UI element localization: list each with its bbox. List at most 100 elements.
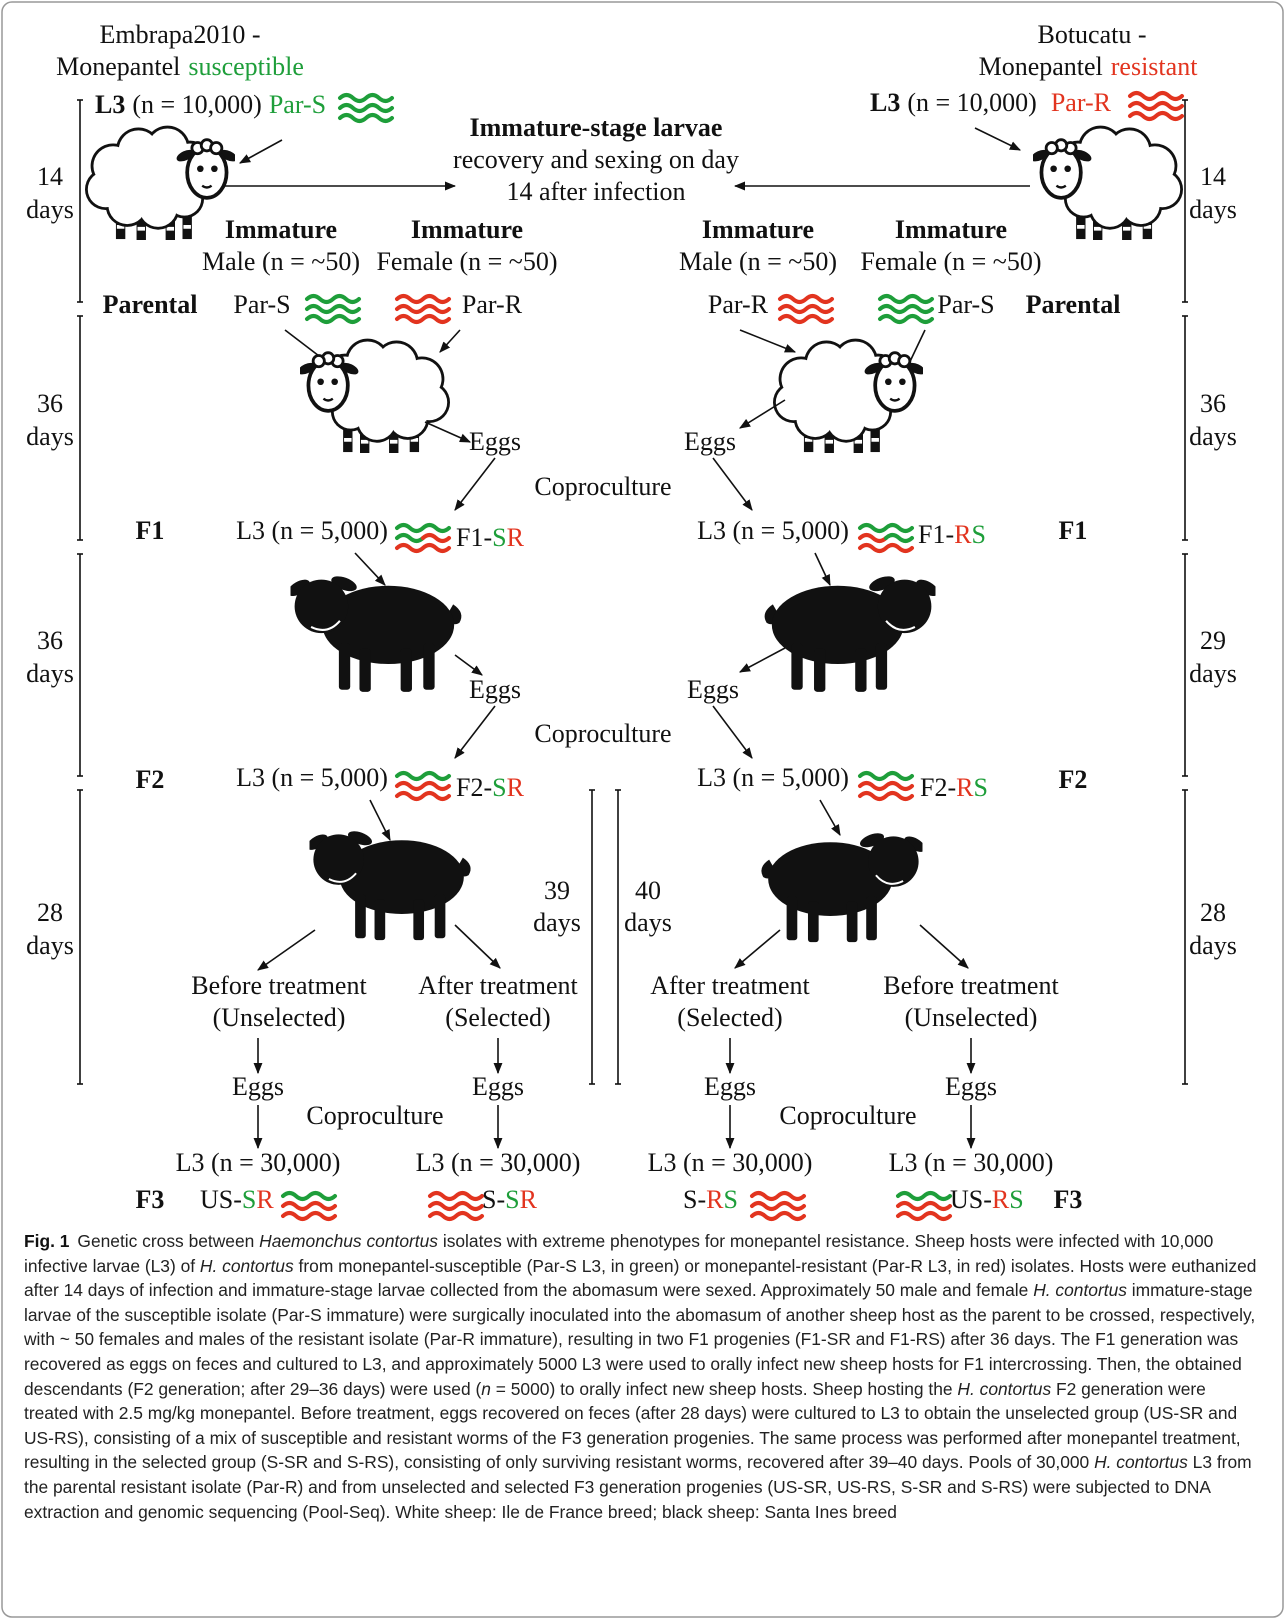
worm <box>886 535 912 541</box>
worm <box>898 1193 950 1199</box>
inoculum-label-part: (n = 10,000) <box>907 88 1036 117</box>
figure: Embrapa2010 -MonepantelsusceptibleBotuca… <box>0 0 1285 1619</box>
header-line-part: Monepantel <box>56 52 180 81</box>
worm <box>423 535 449 541</box>
caption-text: H. contortus <box>200 1256 294 1276</box>
worm-icon <box>397 773 449 799</box>
caption-label: Fig. 1 <box>24 1231 69 1251</box>
strain-label: S-SR <box>482 1185 538 1214</box>
worm <box>780 296 832 302</box>
black-sheep <box>304 828 470 940</box>
worm <box>1130 113 1182 119</box>
arrow <box>455 458 495 510</box>
inoculum-label: L3(n = 10,000)Par-R <box>870 88 1112 117</box>
timeline-number: 40 <box>635 876 661 905</box>
immature-label: Male (n = ~50) <box>202 247 360 276</box>
worm <box>283 1203 335 1209</box>
strain-label-part: S <box>974 773 988 802</box>
caption-text: Genetic cross between <box>77 1231 259 1251</box>
l3-label: L3 (n = 30,000) <box>889 1148 1054 1177</box>
caption-text: = 5000) to orally infect new sheep hosts… <box>491 1379 957 1399</box>
timeline-unit: days <box>26 931 74 960</box>
worm <box>397 783 449 789</box>
worm-icon <box>397 296 449 322</box>
worm <box>283 1193 335 1199</box>
strain-label-part: S- <box>482 1185 505 1214</box>
arrow <box>820 800 840 835</box>
worm <box>430 1193 482 1199</box>
arrow <box>815 553 830 585</box>
arrow <box>440 330 460 352</box>
caption-text: H. contortus <box>1094 1452 1188 1472</box>
coproculture-label: Coproculture <box>534 472 671 501</box>
immature-heading: Immature <box>895 215 1007 244</box>
isolate-label: Par-R <box>462 290 523 319</box>
worm <box>898 1203 950 1209</box>
timeline-number: 29 <box>1200 626 1226 655</box>
worm <box>860 535 886 541</box>
treatment-label: After treatment <box>418 971 578 1000</box>
worm-icon <box>430 1193 482 1219</box>
worm <box>397 545 449 551</box>
strain-label-part: R <box>954 520 972 549</box>
worm <box>880 296 932 302</box>
eggs-label: Eggs <box>704 1072 756 1101</box>
worm-icon <box>283 1193 335 1219</box>
arrow <box>425 422 470 442</box>
worm <box>283 1213 335 1219</box>
worm <box>898 1213 950 1219</box>
header-line: Embrapa2010 - <box>99 20 260 49</box>
worm <box>1130 93 1182 99</box>
worm <box>860 783 912 789</box>
worm-icon <box>340 95 392 121</box>
parental-label: Parental <box>103 290 198 319</box>
worm <box>340 95 392 101</box>
arrow <box>713 458 752 510</box>
arrow <box>455 706 495 758</box>
arrow <box>355 553 385 585</box>
white-sheep <box>85 126 239 240</box>
eggs-label: Eggs <box>945 1072 997 1101</box>
header-line-part: susceptible <box>188 52 304 81</box>
strain-label-part: R <box>507 773 525 802</box>
arrow <box>975 128 1020 150</box>
immature-label: Male (n = ~50) <box>679 247 837 276</box>
center-note: 14 after infection <box>506 177 685 206</box>
immature-label: Female (n = ~50) <box>860 247 1041 276</box>
strain-label-part: R <box>956 773 974 802</box>
header-line-part: resistant <box>1111 52 1198 81</box>
worm <box>752 1193 804 1199</box>
immature-label: Female (n = ~50) <box>376 247 557 276</box>
worm-icon <box>397 525 449 551</box>
timeline-number: 39 <box>544 876 570 905</box>
worm <box>340 115 392 121</box>
body: Embrapa2010 -MonepantelsusceptibleBotuca… <box>0 0 1285 1619</box>
arrow <box>240 140 282 163</box>
header-line: Monepantel resistant <box>979 52 1199 81</box>
eggs-label: Eggs <box>687 675 739 704</box>
white-sheep <box>1029 126 1183 240</box>
header-line-part: Monepantel <box>979 52 1103 81</box>
strain-label-part: S <box>1009 1185 1023 1214</box>
strain-label: F2-RS <box>920 773 988 802</box>
black-sheep <box>761 830 927 942</box>
worm <box>307 296 359 302</box>
worm <box>430 1213 482 1219</box>
worm <box>780 306 832 312</box>
timeline-number: 28 <box>1200 898 1226 927</box>
treatment-label: Before treatment <box>883 971 1059 1000</box>
worm <box>860 545 912 551</box>
worm <box>430 1203 482 1209</box>
arrow <box>370 800 390 840</box>
worm <box>880 306 932 312</box>
inoculum-label: L3(n = 10,000)Par-S <box>95 90 326 119</box>
arrow <box>920 925 968 968</box>
generation-label: F3 <box>1054 1185 1083 1214</box>
eggs-label: Eggs <box>469 675 521 704</box>
l3-label: L3 (n = 5,000) <box>236 516 388 545</box>
page: Genetic cross diagram {"header": {"left"… <box>0 0 1285 1619</box>
worm <box>397 773 449 779</box>
inoculum-label-part: Par-R <box>1051 88 1112 117</box>
isolate-label: Par-R <box>708 290 769 319</box>
worm-icon <box>860 525 912 551</box>
